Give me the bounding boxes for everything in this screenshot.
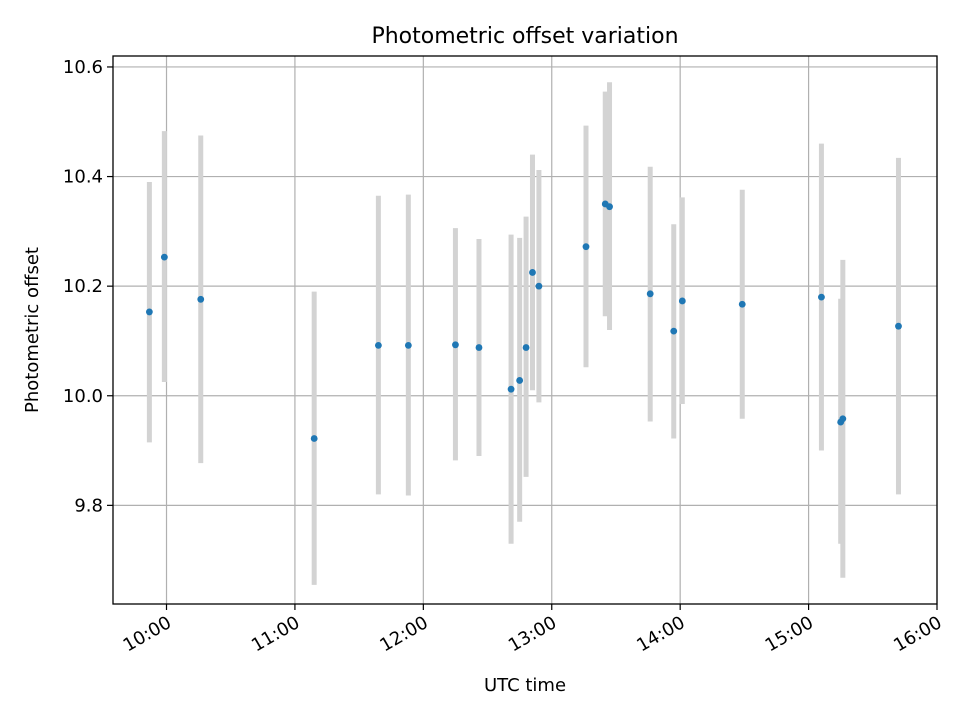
x-tick-label: 12:00 [376, 612, 431, 656]
y-tick-label: 9.8 [74, 495, 103, 516]
data-point [818, 293, 825, 301]
y-tick-label: 10.6 [63, 57, 103, 78]
data-point [145, 308, 153, 316]
x-tick-label: 15:00 [762, 612, 817, 656]
data-point [516, 377, 524, 384]
x-tick-label: 14:00 [633, 612, 688, 656]
data-point [529, 269, 536, 276]
plot-area-frame [112, 55, 938, 605]
y-axis-title: Photometric offset [22, 247, 43, 413]
x-tick-label: 10:00 [120, 612, 175, 656]
data-point [160, 253, 168, 261]
y-tick-label: 10.4 [63, 167, 103, 188]
data-point [738, 300, 746, 308]
data-point [507, 385, 515, 393]
data-point [452, 341, 459, 349]
error-bars [146, 82, 901, 585]
x-axis-title: UTC time [484, 675, 566, 696]
x-tick-label: 16:00 [890, 612, 945, 656]
x-tick-label: 13:00 [505, 612, 560, 656]
y-axis-ticks: 9.8 10.0 10.2 10.4 10.6 [63, 57, 113, 516]
data-point [839, 415, 847, 423]
data-point [535, 282, 543, 290]
data-point [374, 341, 382, 349]
data-point [522, 344, 530, 351]
data-point [404, 341, 412, 349]
data-points [145, 200, 902, 442]
data-point [895, 322, 902, 330]
data-point [310, 435, 318, 442]
data-point [670, 327, 678, 335]
y-tick-label: 10.2 [63, 276, 103, 297]
y-tick-label: 10.0 [63, 386, 103, 407]
data-point [582, 243, 590, 251]
data-point [606, 203, 613, 211]
x-axis-ticks: 10:00 11:00 12:00 13:00 14:00 15:00 16:00 [120, 604, 946, 656]
chart-title: Photometric offset variation [371, 24, 678, 49]
data-point [678, 297, 686, 305]
data-point [646, 290, 654, 298]
data-point [475, 344, 483, 351]
data-point [197, 295, 205, 303]
x-tick-label: 11:00 [248, 612, 303, 656]
